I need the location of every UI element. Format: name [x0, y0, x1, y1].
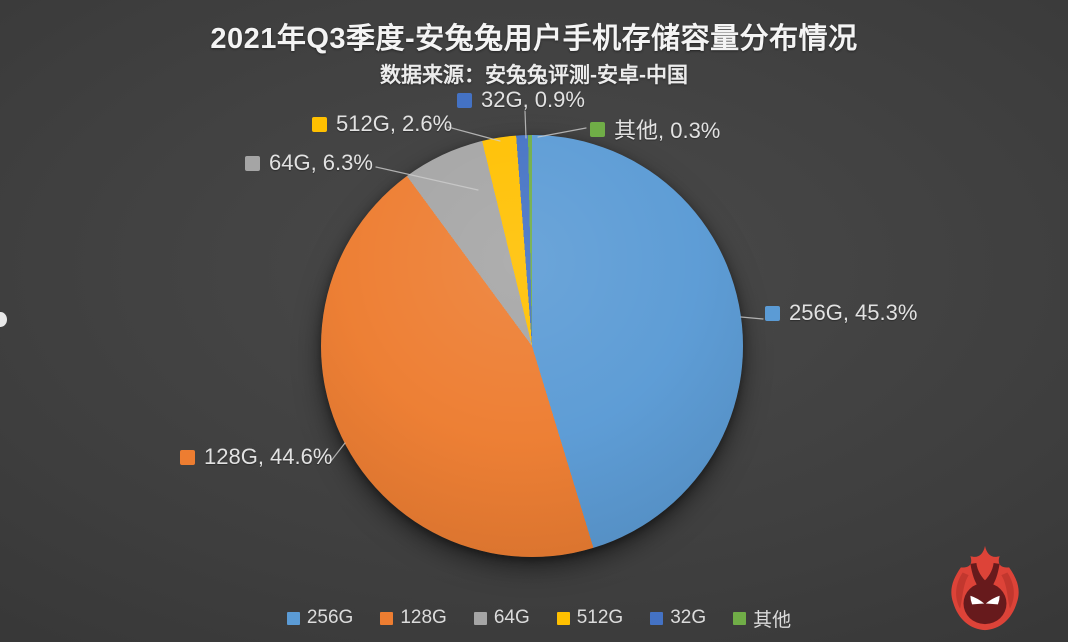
callout-64g: 64G, 6.3%	[245, 150, 373, 176]
logo-eye-left	[970, 595, 985, 605]
legend-item-256g: 256G	[286, 607, 354, 629]
legend-swatch-32g-icon	[650, 611, 664, 625]
callout-512g: 512G, 2.6%	[312, 111, 452, 137]
swatch-32g-icon	[457, 92, 472, 108]
callout-128g: 128G, 44.6%	[180, 444, 332, 470]
swatch-512g-icon	[312, 116, 327, 132]
chart-subtitle: 数据来源：安兔兔评测-安卓-中国	[380, 64, 688, 87]
leader-line-256g	[740, 316, 764, 320]
legend-label-128g: 128G	[400, 607, 447, 628]
logo-face	[963, 563, 1007, 625]
legend-label-512g: 512G	[576, 607, 624, 628]
leader-line-32g	[524, 110, 527, 139]
legend-label-256g: 256G	[306, 607, 354, 628]
legend-swatch-512g-icon	[556, 611, 570, 625]
swatch-256g-icon	[765, 305, 780, 321]
chart-title: 2021年Q3季度-安兔兔用户手机存储容量分布情况	[210, 23, 858, 55]
antutu-logo-icon	[951, 545, 1019, 631]
legend-item-128g: 128G	[380, 607, 447, 629]
logo-ear-right	[982, 563, 1000, 589]
legend-item-512g: 512G	[556, 607, 624, 629]
callout-32g-label: 32G, 0.9%	[481, 87, 585, 112]
logo-flame-shade-right	[1001, 572, 1014, 609]
callout-32g: 32G, 0.9%	[457, 87, 585, 113]
callout-other: 其他, 0.3%	[590, 113, 720, 145]
callout-256g: 256G, 45.3%	[765, 300, 917, 326]
edge-artifact-dot	[0, 312, 7, 327]
legend-swatch-128g-icon	[380, 611, 394, 625]
callout-other-label: 其他, 0.3%	[614, 118, 721, 143]
legend-swatch-64g-icon	[473, 611, 487, 625]
callout-512g-label: 512G, 2.6%	[336, 111, 453, 136]
leader-line-128g	[330, 442, 346, 462]
legend-swatch-other-icon	[733, 611, 747, 625]
callout-128g-label: 128G, 44.6%	[204, 444, 333, 469]
logo-head	[963, 582, 1007, 625]
swatch-64g-icon	[245, 155, 260, 171]
callout-256g-label: 256G, 45.3%	[789, 300, 918, 325]
legend-item-32g: 32G	[650, 607, 706, 629]
legend-label-other: 其他	[753, 609, 792, 631]
swatch-128g-icon	[180, 449, 195, 465]
legend-label-64g: 64G	[493, 607, 530, 628]
callout-64g-label: 64G, 6.3%	[269, 150, 373, 175]
legend-swatch-256g-icon	[286, 611, 300, 625]
pie-chart	[321, 135, 743, 557]
legend-item-other: 其他	[733, 605, 791, 632]
logo-flame-shade-left	[956, 572, 969, 609]
chart-legend: 256G 128G 64G 512G 32G 其他	[0, 603, 1068, 633]
legend-item-64g: 64G	[473, 607, 530, 629]
legend-label-32g: 32G	[670, 607, 707, 628]
swatch-other-icon	[590, 121, 605, 137]
logo-eye-right	[985, 595, 1000, 605]
